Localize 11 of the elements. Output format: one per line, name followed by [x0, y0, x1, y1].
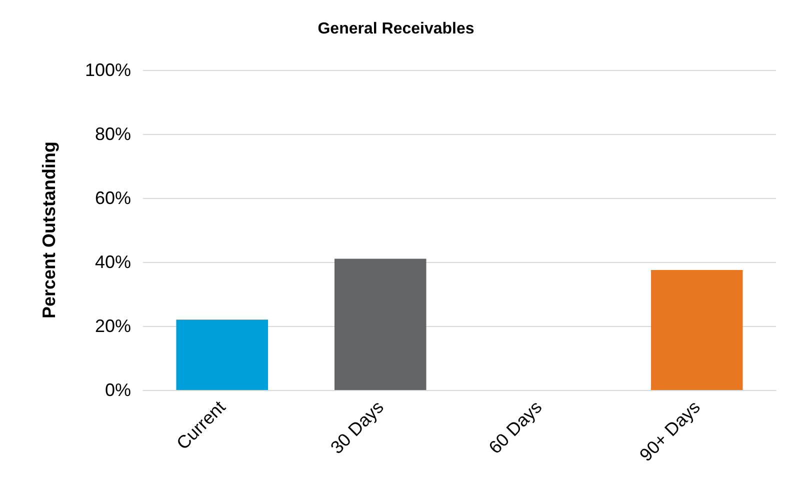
- y-tick-label: 60%: [94, 188, 131, 208]
- bar: [334, 258, 426, 390]
- y-tick-label: 0%: [104, 380, 131, 400]
- y-axis-title: Percent Outstanding: [39, 141, 59, 319]
- y-tick-label: 100%: [84, 60, 131, 80]
- y-tick-label: 80%: [94, 124, 131, 144]
- y-tick-label: 20%: [94, 316, 131, 336]
- bar: [176, 320, 268, 390]
- y-tick-label: 40%: [94, 252, 131, 272]
- bar: [650, 270, 743, 390]
- chart-title: General Receivables: [318, 20, 474, 38]
